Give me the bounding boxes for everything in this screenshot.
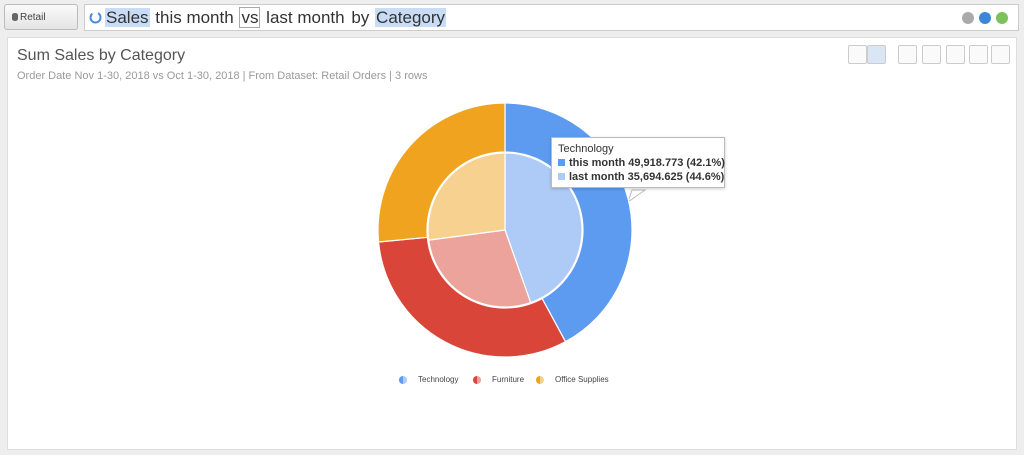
query-text: Sales this month vs last month by Catego…: [105, 7, 447, 28]
pie-slice: [427, 229, 532, 308]
legend-swatch: [403, 376, 407, 384]
legend-swatch: [536, 376, 540, 384]
tooltip: Technology this month 49,918.773 (42.1%)…: [551, 137, 725, 188]
pie-slice: [427, 152, 506, 241]
legend-label: Furniture: [492, 375, 525, 384]
clear-button[interactable]: [962, 12, 974, 24]
more-button[interactable]: [991, 45, 1010, 64]
tooltip-pointer: [627, 189, 647, 204]
tooltip-row: last month 35,694.625 (44.6%): [569, 171, 725, 183]
legend-swatch: [477, 376, 481, 384]
query-token: vs: [239, 7, 261, 28]
query-icon: [89, 11, 102, 24]
refresh-button[interactable]: [979, 12, 991, 24]
save-button[interactable]: [969, 45, 988, 64]
chart-view-button[interactable]: [867, 45, 886, 64]
pie-slice: [504, 152, 583, 304]
tooltip-title: Technology: [558, 143, 614, 155]
query-token: this month: [155, 8, 234, 27]
legend-label: Technology: [418, 375, 458, 384]
search-box[interactable]: Sales this month vs last month by Catego…: [84, 4, 1019, 31]
pie-slice: [377, 102, 506, 243]
legend-swatch: [473, 376, 477, 384]
query-token: Sales: [105, 8, 150, 27]
tooltip-swatch: [558, 159, 565, 166]
query-token: by: [351, 8, 370, 27]
info-button[interactable]: [922, 45, 941, 64]
pie-slice: [377, 236, 567, 358]
list-button[interactable]: [898, 45, 917, 64]
tooltip-swatch: [558, 173, 565, 180]
chart-subtitle: Order Date Nov 1-30, 2018 vs Oct 1-30, 2…: [17, 70, 428, 82]
legend-swatch: [399, 376, 403, 384]
legend-swatch: [540, 376, 544, 384]
query-token: last month: [266, 8, 345, 27]
tooltip-row: this month 49,918.773 (42.1%): [569, 157, 725, 169]
pin-button[interactable]: [946, 45, 965, 64]
legend-label: Office Supplies: [555, 375, 609, 384]
query-token: Category: [375, 8, 447, 27]
chart-title: Sum Sales by Category: [17, 47, 186, 64]
table-view-button[interactable]: [848, 45, 867, 64]
folder-button[interactable]: [996, 12, 1008, 24]
